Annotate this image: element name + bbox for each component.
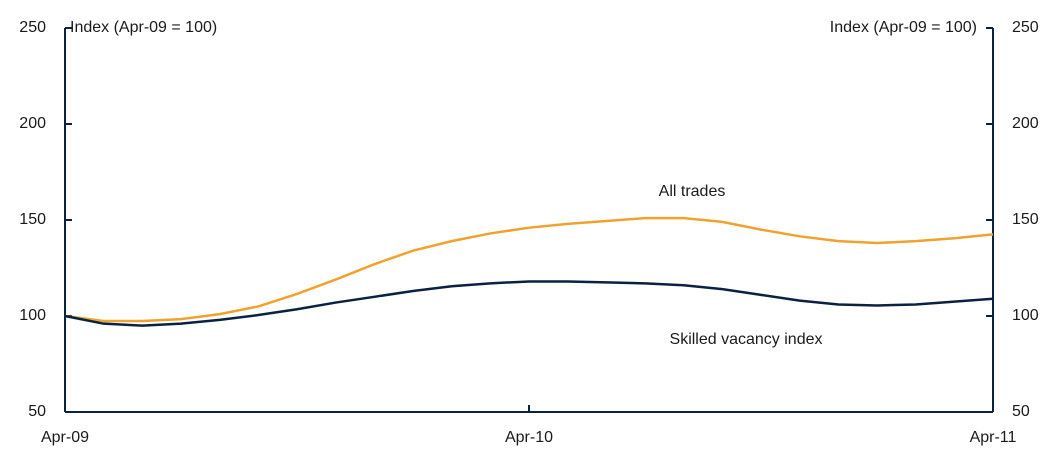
series-label: Skilled vacancy index — [670, 331, 823, 348]
series-line — [64, 216, 994, 323]
y-tick-label: 250 — [19, 19, 46, 36]
series-line — [64, 280, 994, 327]
y-tick-label: 50 — [28, 403, 46, 420]
y2-tick-label: 50 — [1012, 403, 1030, 420]
y-axis-label: Index (Apr-09 = 100) — [70, 19, 217, 36]
y2-tick-label: 250 — [1012, 19, 1039, 36]
y2-tick-label: 100 — [1012, 307, 1039, 324]
y-tick-label: 150 — [19, 211, 46, 228]
y2-tick-label: 150 — [1012, 211, 1039, 228]
y-tick-label: 200 — [19, 115, 46, 132]
y2-axis-label: Index (Apr-09 = 100) — [830, 19, 977, 36]
y2-tick-label: 200 — [1012, 115, 1039, 132]
series-label: All trades — [659, 183, 726, 200]
x-tick-label: Apr-11 — [970, 429, 1017, 446]
x-tick-label: Apr-10 — [505, 429, 553, 446]
x-tick-label: Apr-09 — [41, 429, 89, 446]
y-tick-label: 100 — [19, 307, 46, 324]
